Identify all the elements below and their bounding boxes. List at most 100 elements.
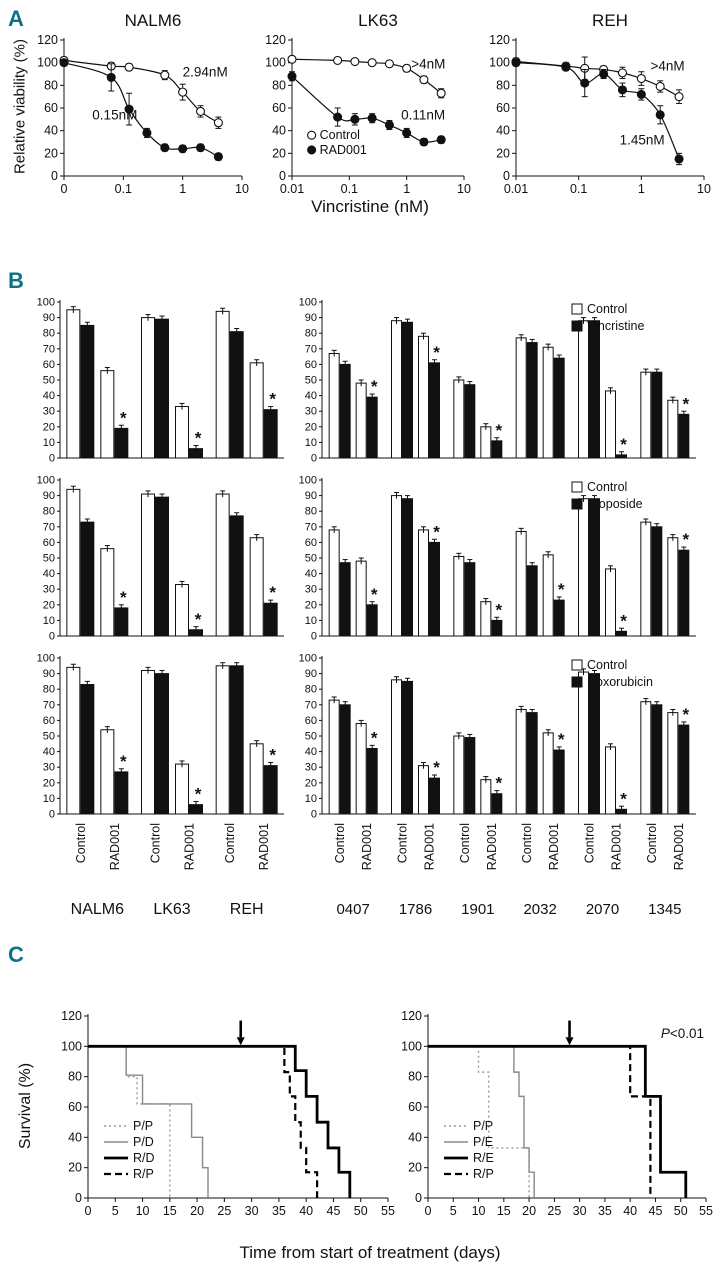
svg-text:*: *: [433, 343, 440, 362]
svg-text:1: 1: [403, 182, 410, 196]
svg-text:50: 50: [43, 731, 55, 743]
svg-text:90: 90: [305, 490, 317, 502]
chart-canvas: 0 20 40 60 80 100 120 0 5 10 15 20 25 30 35 40 45 50 55 P/P…: [61, 1009, 395, 1218]
svg-text:0.11nM: 0.11nM: [401, 107, 445, 122]
svg-text:80: 80: [496, 78, 510, 92]
svg-text:RAD001: RAD001: [320, 143, 367, 157]
svg-text:90: 90: [43, 668, 55, 680]
svg-text:2.94nM: 2.94nM: [183, 64, 228, 79]
svg-text:*: *: [620, 789, 627, 808]
svg-text:2070: 2070: [586, 901, 619, 918]
svg-text:*: *: [120, 588, 127, 607]
svg-text:0.1: 0.1: [341, 182, 358, 196]
svg-text:55: 55: [699, 1204, 713, 1218]
svg-text:P/E: P/E: [473, 1135, 493, 1149]
svg-text:20: 20: [305, 421, 317, 433]
svg-text:*: *: [195, 785, 202, 804]
svg-text:60: 60: [272, 101, 286, 115]
svg-text:70: 70: [305, 343, 317, 355]
svg-text:30: 30: [573, 1204, 587, 1218]
svg-text:20: 20: [305, 777, 317, 789]
svg-text:50: 50: [354, 1204, 368, 1218]
svg-text:50: 50: [305, 375, 317, 387]
svg-text:40: 40: [305, 568, 317, 580]
svg-text:Control: Control: [223, 823, 237, 863]
svg-text:Doxorubicin: Doxorubicin: [587, 675, 653, 689]
svg-text:40: 40: [68, 1130, 82, 1144]
svg-text:*: *: [371, 377, 378, 396]
svg-text:*: *: [620, 611, 627, 630]
panel-c-y-axis-label: Survival (%): [17, 1062, 34, 1150]
svg-text:RAD001: RAD001: [485, 823, 499, 870]
svg-text:50: 50: [305, 731, 317, 743]
dose-response-chart-nalm6: 0 20 40 60 80 100 120 0 0.1 1 10 NALM6 2.94nM 0.15nM: [20, 6, 252, 212]
svg-text:50: 50: [43, 553, 55, 565]
svg-text:0: 0: [311, 453, 317, 465]
svg-text:Control: Control: [74, 823, 88, 863]
svg-text:1.45nM: 1.45nM: [620, 132, 665, 147]
chart-canvas: 0 10 20 30 40 50 60 70 80 90 100 * * *: [37, 475, 284, 643]
svg-text:100: 100: [37, 297, 55, 309]
svg-text:40: 40: [305, 746, 317, 758]
svg-text:90: 90: [305, 312, 317, 324]
svg-text:30: 30: [43, 762, 55, 774]
svg-text:90: 90: [43, 312, 55, 324]
svg-text:80: 80: [305, 506, 317, 518]
svg-text:LK63: LK63: [358, 11, 398, 30]
svg-text:60: 60: [43, 715, 55, 727]
svg-text:Control: Control: [587, 480, 627, 494]
svg-text:30: 30: [245, 1204, 259, 1218]
bar-chart-doxorubicin-xenografts: 0 10 20 30 40 50 60 70 80 90 100 * Control RAD001 0407…: [290, 646, 702, 946]
svg-text:60: 60: [305, 537, 317, 549]
svg-text:5: 5: [112, 1204, 119, 1218]
svg-text:*: *: [683, 530, 690, 549]
svg-text:120: 120: [265, 33, 286, 47]
svg-text:100: 100: [299, 475, 317, 487]
svg-text:0.1: 0.1: [570, 182, 587, 196]
svg-text:Control: Control: [333, 823, 347, 863]
svg-text:*: *: [496, 421, 503, 440]
panel-a-label: A: [8, 6, 24, 31]
svg-text:1: 1: [638, 182, 645, 196]
svg-text:60: 60: [496, 101, 510, 115]
svg-text:P/D: P/D: [133, 1135, 154, 1149]
svg-text:20: 20: [43, 421, 55, 433]
svg-text:0.1: 0.1: [115, 182, 132, 196]
svg-text:25: 25: [547, 1204, 561, 1218]
svg-text:RAD001: RAD001: [257, 823, 271, 870]
svg-text:50: 50: [43, 375, 55, 387]
svg-text:80: 80: [305, 684, 317, 696]
svg-text:40: 40: [305, 390, 317, 402]
svg-text:*: *: [269, 746, 276, 765]
svg-text:Control: Control: [520, 823, 534, 863]
svg-text:80: 80: [68, 1070, 82, 1084]
svg-text:30: 30: [43, 584, 55, 596]
svg-text:R/P: R/P: [133, 1167, 154, 1181]
svg-text:45: 45: [327, 1204, 341, 1218]
panel-c-x-axis-label: Time from start of treatment (days): [239, 1243, 501, 1262]
chart-canvas: 0 10 20 30 40 50 60 70 80 90 100 * * * * * Control Vincri…: [299, 297, 696, 465]
survival-chart-doxorubicin: 0 20 40 60 80 100 120 0 5 10 15 20 25 30 35 40 45 50 55 P/P…: [44, 986, 396, 1238]
svg-text:R/P: R/P: [473, 1167, 494, 1181]
svg-text:*: *: [371, 728, 378, 747]
svg-text:100: 100: [37, 653, 55, 665]
svg-text:1: 1: [179, 182, 186, 196]
bar-chart-vincristine-xenografts: 0 10 20 30 40 50 60 70 80 90 100 * * * * * Control Vincri…: [290, 290, 702, 466]
svg-text:10: 10: [305, 615, 317, 627]
svg-text:90: 90: [43, 490, 55, 502]
svg-text:50: 50: [674, 1204, 688, 1218]
svg-text:0.15nM: 0.15nM: [92, 107, 137, 122]
panel-b-label: B: [8, 268, 24, 293]
svg-text:80: 80: [43, 506, 55, 518]
svg-text:0: 0: [49, 453, 55, 465]
svg-text:10: 10: [136, 1204, 150, 1218]
svg-text:*: *: [120, 408, 127, 427]
svg-text:0: 0: [75, 1191, 82, 1205]
svg-text:20: 20: [43, 599, 55, 611]
svg-text:Control: Control: [583, 823, 597, 863]
svg-text:Control: Control: [396, 823, 410, 863]
svg-text:*: *: [433, 758, 440, 777]
bar-chart-vincristine-cell-lines: 0 10 20 30 40 50 60 70 80 90 100 * * *: [26, 290, 294, 466]
svg-text:LK63: LK63: [153, 901, 190, 918]
svg-text:30: 30: [43, 406, 55, 418]
